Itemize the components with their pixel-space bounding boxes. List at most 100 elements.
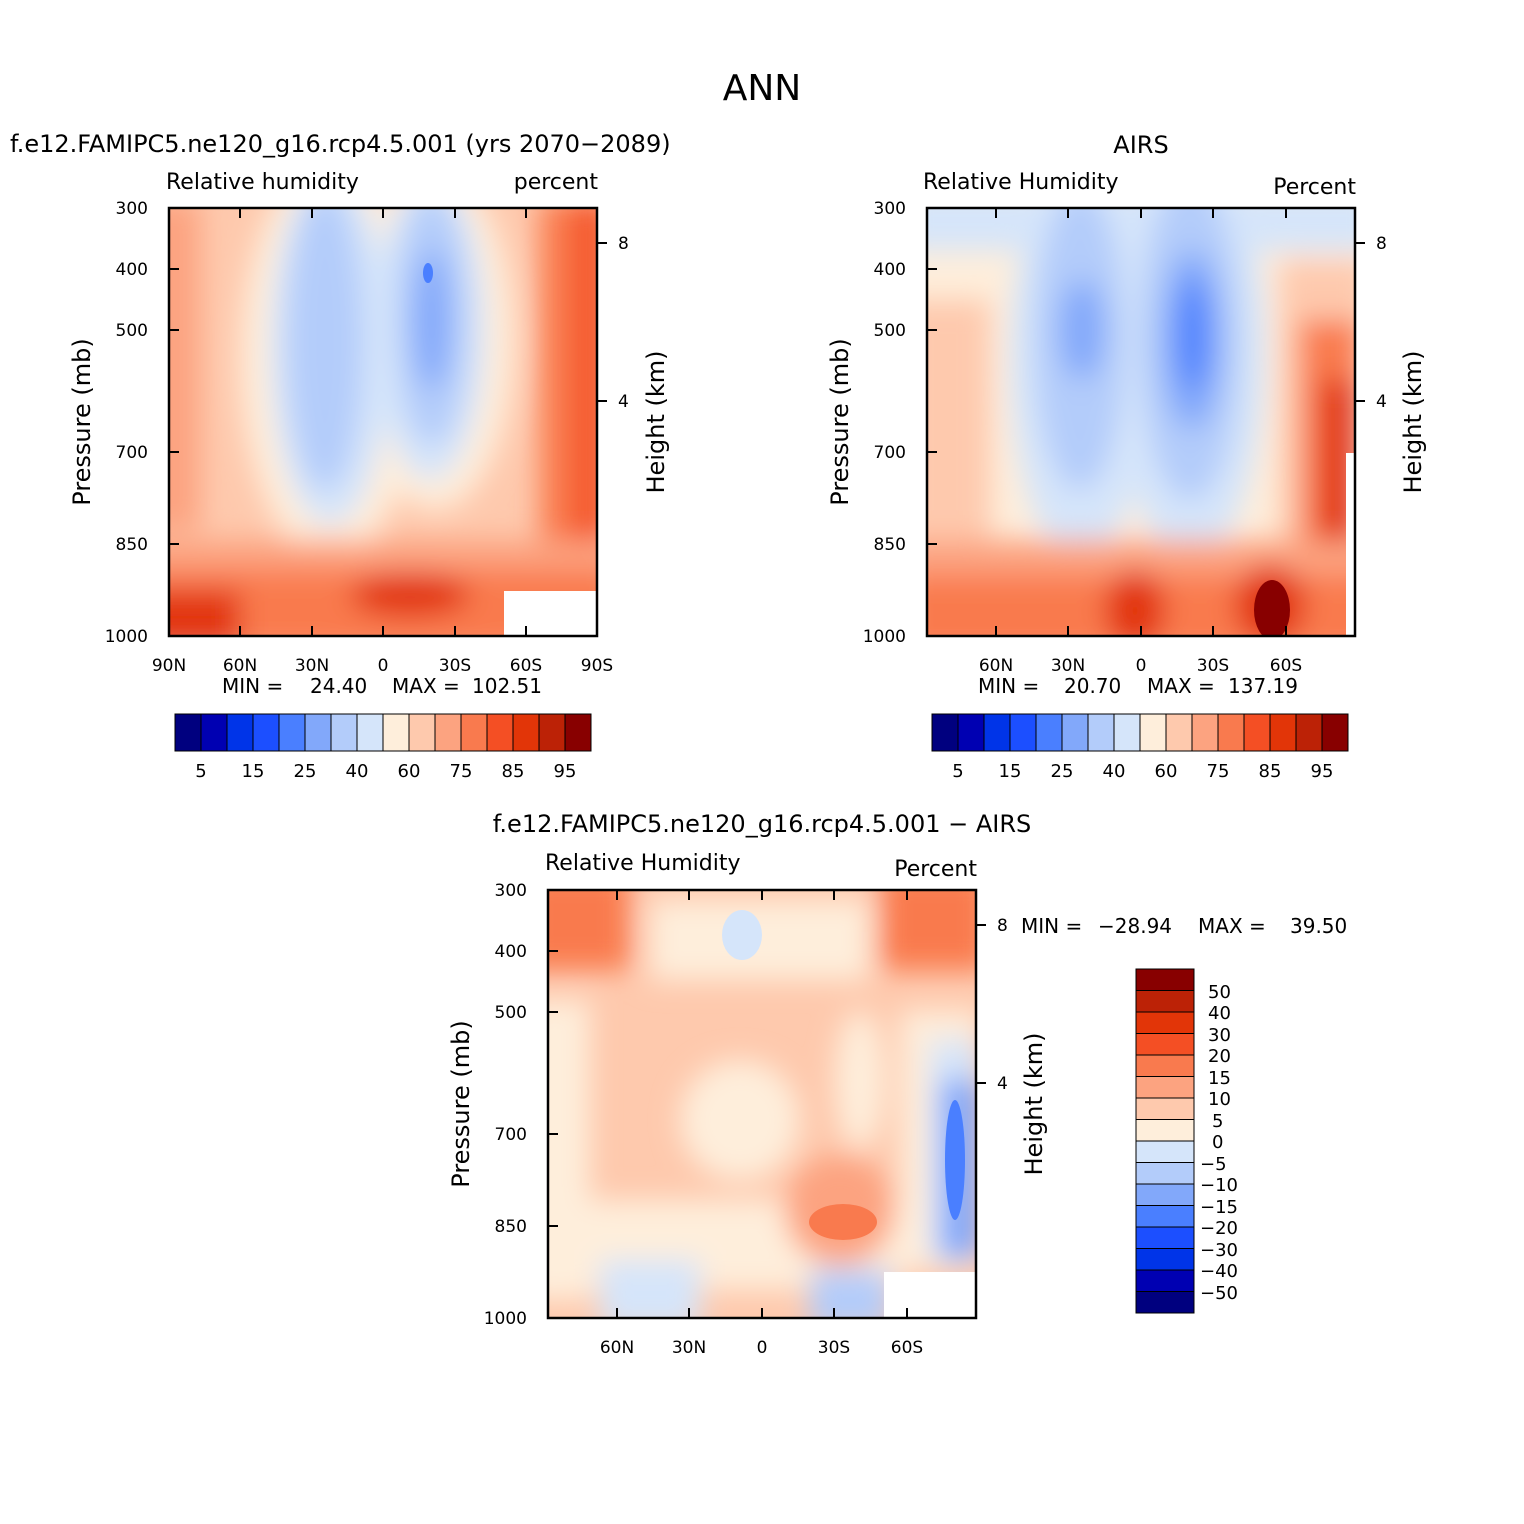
colorbar-label: 25 [294,761,317,782]
x-tick-label: 30N [1051,656,1085,676]
x-tick-label: 30S [439,656,471,676]
y2-axis-label: Height (km) [642,351,670,494]
colorbar-swatch [1295,713,1323,752]
max-value: 102.51 [472,674,542,698]
colorbar-label: 85 [502,761,525,782]
colorbar: 5 15 25 40 60 75 85 95 [174,713,592,782]
min-label: MIN = [1021,914,1082,938]
colorbar-label: 60 [398,761,421,782]
y2-tick-label: 8 [618,234,629,254]
max-value: 137.19 [1228,674,1298,698]
colorbar-label: 95 [554,761,577,782]
max-label: MAX = [392,674,460,698]
y-tick-label: 850 [495,1217,527,1237]
y2-tick-label: 8 [1376,234,1387,254]
colorbar-swatch [1165,713,1193,752]
y-axis: 300 400 500 700 850 1000 Pressure (mb) [826,199,937,647]
colorbar-label: 40 [346,761,369,782]
colorbar-label: −30 [1200,1240,1238,1261]
colorbar-swatch [1135,990,1195,1013]
colorbar-swatch [1135,1054,1195,1077]
figure-title: ANN [723,68,802,109]
x-tick-label: 90N [152,656,186,676]
panel-title: AIRS [1113,131,1168,159]
panel-subtitle-left: Relative humidity [166,170,359,195]
y-tick-label: 400 [116,260,148,280]
x-tick-label: 30N [295,656,329,676]
panel-model: f.e12.FAMIPC5.ne120_g16.rcp4.5.001 (yrs … [10,130,671,782]
colorbar-swatch [460,713,488,752]
y2-axis-label: Height (km) [1399,351,1427,494]
colorbar-label: 15 [242,761,265,782]
y-tick-label: 500 [495,1003,527,1023]
colorbar-swatch [1269,713,1297,752]
y-tick-label: 500 [874,321,906,341]
y-tick-label: 400 [495,942,527,962]
x-axis: 60N 30N 0 30S 60S [600,890,923,1358]
colorbar-swatch [1135,1011,1195,1034]
colorbar-swatch [356,713,384,752]
colorbar-label: 5 [195,761,206,782]
y-tick-label: 850 [116,535,148,555]
colorbar-label: −50 [1200,1283,1238,1304]
y2-axis: 8 4 Height (km) [1355,234,1427,493]
colorbar-swatch [1135,1183,1195,1206]
x-tick-label: 0 [1136,656,1147,676]
contour-field [927,208,1355,636]
colorbar-swatch [1135,1291,1195,1314]
colorbar-swatch [304,713,332,752]
x-tick-label: 90S [581,656,613,676]
x-tick-label: 60N [600,1338,634,1358]
colorbar-label: 5 [1212,1111,1223,1132]
colorbar-label: 85 [1259,761,1282,782]
panel-title: f.e12.FAMIPC5.ne120_g16.rcp4.5.001 (yrs … [10,130,671,158]
y2-tick-label: 4 [1376,392,1387,412]
colorbar-swatch [486,713,514,752]
colorbar-label: −40 [1200,1261,1238,1282]
colorbar-swatch [200,713,228,752]
colorbar-swatch [174,713,202,752]
y-tick-label: 1000 [105,627,148,647]
colorbar-swatch [1243,713,1271,752]
y2-tick-label: 4 [618,392,629,412]
panel-subtitle-left: Relative Humidity [923,170,1118,195]
colorbar-label: 60 [1155,761,1178,782]
y-axis: 300 400 500 700 850 1000 Pressure (mb) [447,881,558,1329]
panel-airs: AIRS Relative Humidity Percent [826,131,1427,782]
colorbar-swatch [1009,713,1037,752]
x-tick-label: 0 [378,656,389,676]
colorbar-swatch [1217,713,1245,752]
colorbar-label: 75 [1207,761,1230,782]
x-tick-label: 60S [510,656,542,676]
colorbar-swatch [1135,968,1195,991]
y2-axis: 8 4 Height (km) [976,916,1048,1175]
colorbar-label: 15 [999,761,1022,782]
colorbar-swatch [1135,1097,1195,1120]
colorbar-swatch [1135,1226,1195,1249]
colorbar-swatch [931,713,959,752]
y-tick-label: 700 [495,1125,527,1145]
colorbar-label: 50 [1208,982,1231,1003]
colorbar-swatch [1113,713,1141,752]
colorbar-label: 20 [1208,1046,1231,1067]
contour-field [548,890,976,1318]
panel-subtitle-right: Percent [894,857,977,882]
panel-title: f.e12.FAMIPC5.ne120_g16.rcp4.5.001 − AIR… [493,810,1032,838]
x-tick-label: 30S [818,1338,850,1358]
colorbar-label: 10 [1208,1089,1231,1110]
colorbar-swatch [512,713,540,752]
colorbar-swatch [957,713,985,752]
colorbar-label: −20 [1200,1218,1238,1239]
colorbar-label: 25 [1051,761,1074,782]
max-label: MAX = [1198,914,1266,938]
panel-subtitle-right: Percent [1273,175,1356,200]
y-axis: 300 400 500 700 850 1000 Pressure (mb) [68,199,179,647]
y-tick-label: 850 [874,535,906,555]
colorbar-label: −10 [1200,1175,1238,1196]
stats-line: MIN = 24.40 MAX = 102.51 [222,674,542,698]
y-tick-label: 700 [874,443,906,463]
colorbar: 5 15 25 40 60 75 85 95 [931,713,1349,782]
panel-difference: f.e12.FAMIPC5.ne120_g16.rcp4.5.001 − AIR… [447,810,1347,1358]
colorbar-swatch [1135,1076,1195,1099]
